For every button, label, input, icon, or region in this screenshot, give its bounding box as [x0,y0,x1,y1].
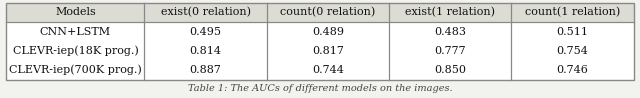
Text: CLEVR-iep(700K prog.): CLEVR-iep(700K prog.) [9,65,142,75]
Text: Models: Models [55,7,96,17]
Text: 0.489: 0.489 [312,27,344,37]
Text: exist(0 relation): exist(0 relation) [161,7,250,18]
Text: CLEVR-iep(18K prog.): CLEVR-iep(18K prog.) [13,45,138,56]
Text: Table 1: The AUCs of different models on the images.: Table 1: The AUCs of different models on… [188,84,452,93]
Text: CNN+LSTM: CNN+LSTM [40,27,111,37]
Text: 0.744: 0.744 [312,65,344,75]
Text: count(0 relation): count(0 relation) [280,7,376,18]
Text: 0.817: 0.817 [312,46,344,56]
Text: count(1 relation): count(1 relation) [525,7,620,18]
Text: 0.850: 0.850 [434,65,466,75]
Text: 0.777: 0.777 [435,46,466,56]
Text: 0.483: 0.483 [434,27,466,37]
Text: 0.495: 0.495 [189,27,221,37]
Text: 0.754: 0.754 [557,46,588,56]
Text: exist(1 relation): exist(1 relation) [405,7,495,18]
Text: 0.746: 0.746 [557,65,588,75]
Text: 0.887: 0.887 [189,65,221,75]
Text: 0.511: 0.511 [556,27,588,37]
Text: 0.814: 0.814 [189,46,221,56]
